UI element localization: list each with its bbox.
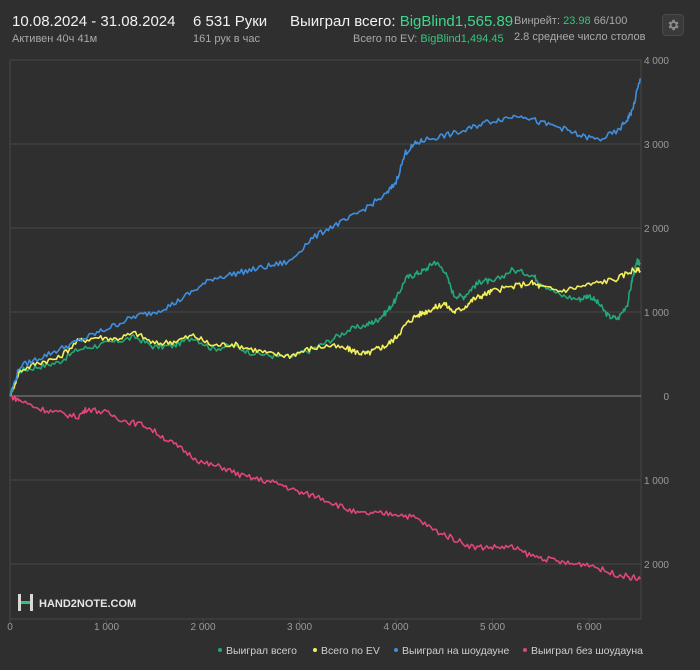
y-tick-label: 1 000 [644,476,669,487]
legend-item: Всего по EV [313,645,380,657]
y-axis-ticks: 4 000 3 000 2 000 1 000 0 1 000 2 000 [644,56,669,571]
winrate-sample: 66/100 [593,15,628,27]
y-tick-label: 0 [663,392,669,403]
logo-text: HAND2NOTE.COM [39,598,136,610]
winrate: Винрейт: 23.98 66/100 [514,15,627,27]
x-tick-label: 6 000 [576,622,601,633]
legend: Выиграл всего Всего по EV Выиграл на шоуда… [218,645,643,657]
legend-item: Выиграл на шоудауне [394,645,509,657]
legend-label: Выиграл на шоудауне [402,645,509,657]
settings-button[interactable] [662,14,684,36]
series-line-3 [9,78,641,397]
ev-total-value: BigBlind1,494.45 [420,33,504,45]
date-range: 10.08.2024 - 31.08.2024 [12,13,176,30]
legend-marker [218,648,222,652]
legend-item: Выиграл без шоудауна [523,645,643,657]
active-time: Активен 40ч 41м [12,33,98,45]
winrate-value: 23.98 [563,15,591,27]
x-tick-label: 2 000 [190,622,215,633]
series-lines [9,78,641,581]
x-tick-label: 3 000 [287,622,312,633]
x-axis-ticks: 0 1 000 2 000 3 000 4 000 5 000 6 000 [7,619,602,633]
y-tick-label: 2 000 [644,224,669,235]
hand2note-logo: HAND2NOTE.COM [18,594,136,611]
legend-marker [523,648,527,652]
legend-item: Выиграл всего [218,645,297,657]
won-total-label: Выиграл всего: [290,13,396,30]
gear-icon [668,19,679,31]
x-tick-label: 1 000 [94,622,119,633]
winrate-label: Винрейт: [514,15,561,27]
y-tick-label: 3 000 [644,140,669,151]
won-total-value: BigBlind1,565.89 [399,13,514,30]
y-tick-label: 1 000 [644,308,669,319]
legend-marker [313,648,317,652]
y-tick-label: 4 000 [644,56,669,67]
x-tick-label: 4 000 [383,622,408,633]
won-total: Выиграл всего: BigBlind1,565.89 [290,13,513,30]
series-line-4 [9,394,641,581]
y-tick-label: 2 000 [644,560,669,571]
stats-header: 10.08.2024 - 31.08.2024 Активен 40ч 41м … [0,0,700,50]
x-tick-label: 0 [7,622,13,633]
hands-per-hour: 161 рук в час [193,33,261,45]
grid [9,59,642,620]
h-logo-icon [18,594,33,611]
legend-marker [394,648,398,652]
ev-total-label: Всего по EV: [353,33,418,45]
series-line-1 [9,258,641,397]
series-line-2 [9,267,641,397]
avg-tables: 2.8 среднее число столов [514,31,646,43]
legend-label: Выиграл всего [226,645,297,657]
hands-count: 6 531 Руки [193,13,268,30]
legend-label: Выиграл без шоудауна [531,645,643,657]
legend-label: Всего по EV [321,645,380,657]
x-tick-label: 5 000 [480,622,505,633]
ev-total: Всего по EV: BigBlind1,494.45 [353,33,504,45]
